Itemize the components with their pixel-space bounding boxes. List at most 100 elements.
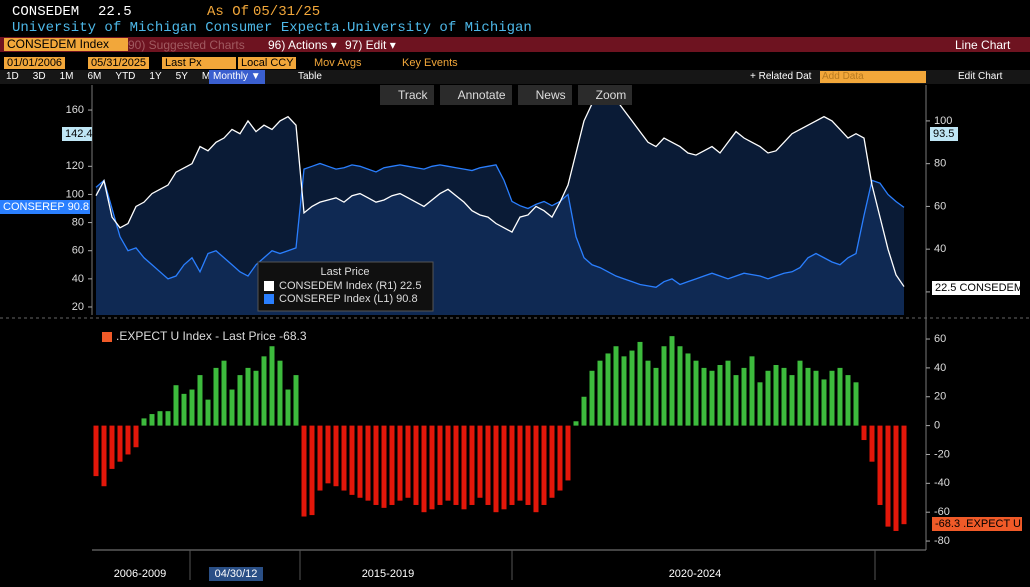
bar [685, 353, 691, 426]
value-tag-label: 142.4 [65, 128, 93, 140]
bar [357, 425, 363, 498]
bar [829, 370, 835, 426]
frequency[interactable]: Monthly ▼ [209, 70, 265, 84]
bar [277, 360, 283, 426]
bar [501, 425, 507, 510]
table-button[interactable]: Table [298, 71, 322, 82]
chart-tool[interactable]: Track [380, 85, 434, 105]
bar [93, 425, 99, 477]
y-tick-label: 100 [66, 188, 84, 200]
bar [269, 346, 275, 426]
related-data[interactable]: + Related Dat [750, 71, 812, 82]
bar [101, 425, 107, 487]
bar [573, 421, 579, 426]
add-data[interactable]: Add Data [820, 71, 926, 83]
actions-menu[interactable]: 96) Actions ▾ [268, 38, 337, 52]
key-events[interactable]: Key Events [402, 57, 458, 69]
y-tick-label: -60 [934, 506, 950, 518]
bar [701, 367, 707, 426]
bar [309, 425, 315, 516]
currency[interactable]: Local CCY [238, 57, 296, 69]
last-value: 22.5 [98, 4, 132, 20]
value-tag-label: -68.3 .EXPECT U [935, 518, 1021, 530]
value-tag [62, 127, 92, 141]
suggested-charts[interactable]: 90) Suggested Charts [128, 38, 245, 52]
bar [365, 425, 371, 501]
period-button[interactable]: 6M [87, 71, 102, 82]
as-of-label: As Of [207, 4, 250, 20]
bar [565, 425, 571, 481]
field[interactable]: Last Px [162, 57, 236, 69]
period-button[interactable]: 1D [6, 71, 19, 82]
bar [125, 425, 131, 455]
bar [421, 425, 427, 513]
chart-tool[interactable]: Annotate [439, 85, 512, 105]
period-button[interactable]: 5Y [175, 71, 188, 82]
chart-tool[interactable]: Zoom [577, 85, 633, 105]
bar [717, 365, 723, 426]
value-tag [932, 281, 1020, 295]
start-date[interactable]: 01/01/2006 [4, 57, 66, 69]
legend-swatch [264, 294, 274, 304]
edit-menu[interactable]: 97) Edit ▾ [345, 38, 396, 52]
y2-tick-label: 80 [934, 158, 946, 170]
bar [389, 425, 395, 505]
bar [893, 425, 899, 531]
bar [853, 382, 859, 426]
period-button[interactable]: YTD [115, 71, 136, 82]
bar [613, 346, 619, 426]
bar [677, 346, 683, 426]
y-tick-label: 0 [934, 420, 940, 432]
period-button[interactable]: 1Y [149, 71, 162, 82]
y-tick-label: -40 [934, 477, 950, 489]
x-period-label: 2020-2024 [669, 568, 722, 580]
legend-label: .EXPECT U Index - Last Price -68.3 [116, 329, 307, 343]
bar [781, 367, 787, 426]
chart-type[interactable]: Line Chart [955, 38, 1011, 52]
crosshair-date-box [209, 567, 263, 581]
bar [477, 425, 483, 498]
y-tick-label: 60 [934, 333, 946, 345]
period-button[interactable]: 1M [59, 71, 74, 82]
period-button[interactable]: 3D [32, 71, 46, 82]
legend-title: Last Price [321, 266, 370, 278]
legend-label: CONSEREP Index (L1) 90.8 [279, 293, 418, 305]
y-tick-label: -20 [934, 448, 950, 460]
bar [197, 375, 203, 426]
bar [373, 425, 379, 505]
bar [813, 370, 819, 426]
bar [605, 353, 611, 426]
bar [749, 356, 755, 426]
bar [237, 375, 243, 426]
chart-tool[interactable]: News [517, 85, 572, 105]
bar [557, 425, 563, 491]
bar [429, 425, 435, 510]
period-buttons: 1D3D1M6MYTD1Y5YMax [6, 70, 235, 84]
bar [141, 418, 147, 426]
bar [653, 367, 659, 426]
y-tick-label: 60 [72, 245, 84, 257]
bar [661, 346, 667, 426]
end-date[interactable]: 05/31/2025 [88, 57, 150, 69]
mov-avgs[interactable]: Mov Avgs [314, 57, 362, 69]
edit-chart[interactable]: Edit Chart [958, 71, 1003, 82]
y-tick-label: 160 [66, 104, 84, 116]
bar [549, 425, 555, 498]
bar [165, 411, 171, 426]
bar [821, 379, 827, 426]
y-tick-label: 20 [934, 391, 946, 403]
bar [253, 370, 259, 426]
bar [133, 425, 139, 448]
legend-swatch [102, 332, 112, 342]
bar [797, 360, 803, 426]
bar [453, 425, 459, 505]
security-field[interactable]: CONSEDEM Index [4, 38, 128, 51]
y-tick-label: 80 [72, 216, 84, 228]
x-period-label: 2006-2009 [114, 568, 167, 580]
bar [861, 425, 867, 441]
bar [517, 425, 523, 501]
bar [757, 382, 763, 426]
bar [205, 399, 211, 426]
